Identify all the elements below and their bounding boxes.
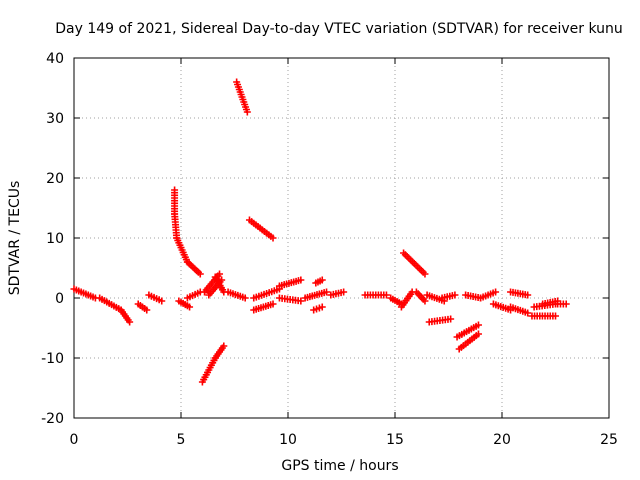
data-point [241,294,249,302]
data-point [524,309,532,317]
data-point [186,303,194,311]
x-tick-label: 20 [493,432,511,448]
y-tick-label: 40 [46,51,64,67]
data-point [421,270,429,278]
grid-lines [74,58,609,418]
data-point [216,270,224,278]
data-point [158,297,166,305]
data-marks [70,78,570,386]
data-point [382,291,390,299]
data-point [269,300,277,308]
y-tick-label: 10 [46,231,64,247]
data-point [269,234,277,242]
data-point [562,300,570,308]
y-tick-label: -10 [41,351,64,367]
x-tick-label: 10 [279,432,297,448]
y-axis-label: SDTVAR / TECUs [7,181,23,296]
data-point [143,306,151,314]
x-tick-label: 15 [386,432,404,448]
axis-ticks: 0 5 10 15 20 25 -20 -10 0 10 20 30 40 [41,51,618,448]
y-tick-label: 30 [46,111,64,127]
y-tick-label: 0 [55,291,64,307]
data-point [451,291,459,299]
data-point [297,276,305,284]
data-point [474,321,482,329]
data-point [447,315,455,323]
data-point [323,288,331,296]
data-point [552,312,559,320]
x-tick-label: 5 [177,432,186,448]
y-tick-label: -20 [41,411,64,427]
data-point [474,330,482,338]
data-point [421,297,429,305]
data-point [318,276,326,284]
data-point [524,291,532,299]
data-point [297,297,305,305]
data-point [318,303,326,311]
chart-title: Day 149 of 2021, Sidereal Day-to-day VTE… [55,21,623,37]
y-tick-label: 20 [46,171,64,187]
data-point [243,108,251,116]
x-tick-label: 25 [600,432,618,448]
data-point [220,342,228,350]
data-point [492,288,500,296]
x-tick-label: 0 [70,432,79,448]
data-point [340,288,348,296]
x-axis-label: GPS time / hours [281,458,398,474]
data-point [196,270,204,278]
data-point [126,318,134,326]
